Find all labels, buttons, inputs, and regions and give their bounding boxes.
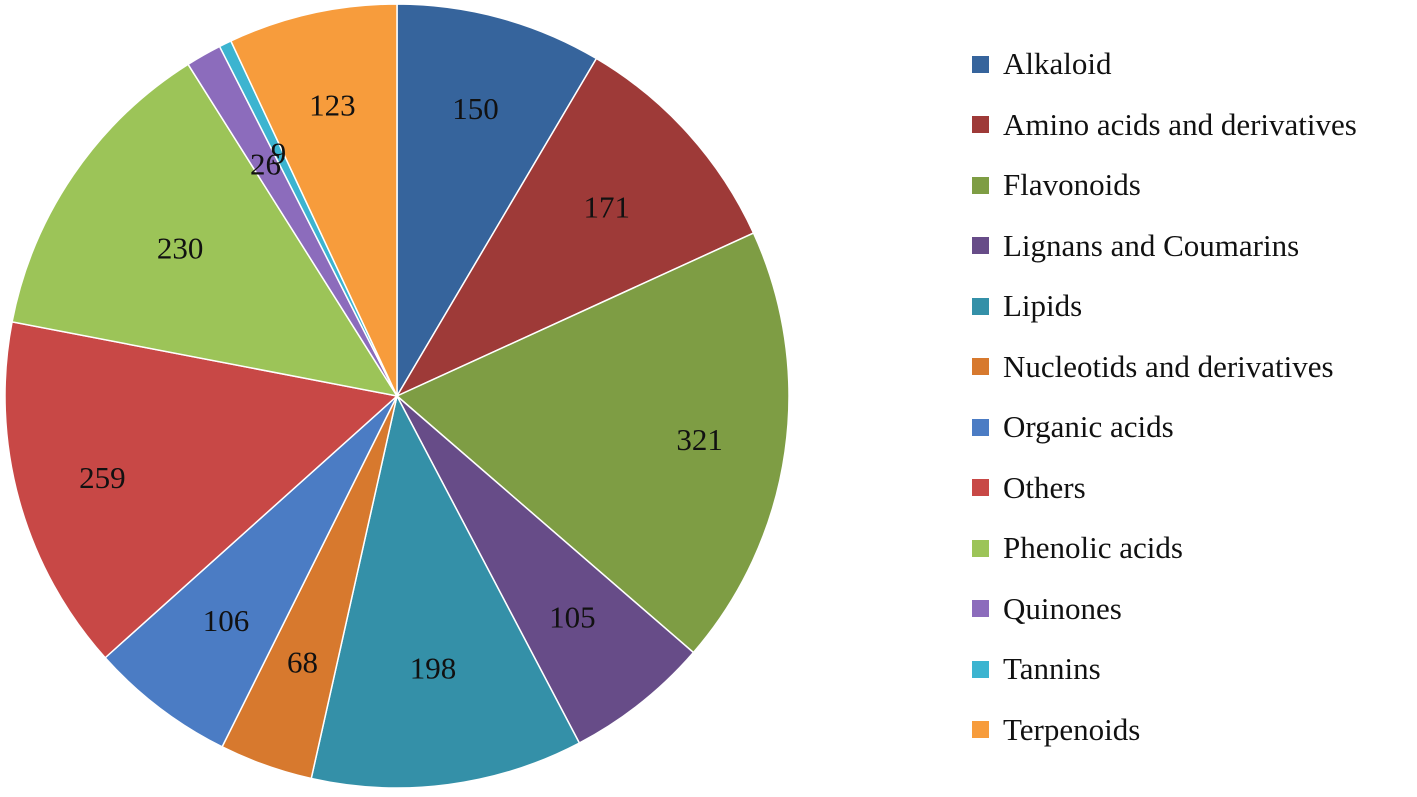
legend-item: Phenolic acids: [972, 518, 1412, 579]
pie-slice-phenolic-acids: [11, 63, 399, 398]
legend-swatch: [972, 479, 989, 497]
legend-swatch: [972, 600, 989, 618]
legend-item: Amino acids and derivatives: [972, 95, 1412, 156]
slice-value-label: 106: [203, 603, 250, 638]
legend-item: Lignans and Coumarins: [972, 216, 1412, 277]
slice-value-label: 230: [157, 230, 204, 265]
pie-slice-amino-acids-and-derivatives: [395, 57, 755, 398]
legend-item: Terpenoids: [972, 700, 1412, 761]
legend-swatch: [972, 358, 989, 376]
legend-swatch: [972, 539, 989, 557]
slice-value-label: 9: [271, 135, 287, 170]
legend-item: Lipids: [972, 276, 1412, 337]
slice-value-label: 105: [549, 600, 596, 635]
legend-swatch: [972, 176, 989, 194]
slice-value-label: 259: [79, 460, 126, 495]
slice-value-label: 321: [676, 422, 723, 457]
legend-item: Organic acids: [972, 397, 1412, 458]
legend-label: Others: [1003, 469, 1086, 505]
slice-value-label: 26: [250, 147, 281, 182]
slice-value-label: 123: [309, 88, 356, 123]
legend-label: Nucleotids and derivatives: [1003, 348, 1334, 384]
pie-labels: 150 171 321 105 198 68 106 259 230 269 123: [79, 88, 723, 686]
pie-chart-svg: 150 171 321 105 198 68 106 259 230 269 123: [4, 3, 790, 789]
slice-value-label: 150: [452, 91, 499, 126]
legend-label: Terpenoids: [1003, 711, 1141, 747]
legend-swatch: [972, 116, 989, 134]
legend-swatch: [972, 721, 989, 739]
legend-label: Alkaloid: [1003, 46, 1112, 82]
legend-swatch: [972, 297, 989, 315]
pie-slice-lignans-and-coumarins: [396, 395, 695, 745]
slice-value-label: 171: [584, 190, 631, 225]
legend-item: Flavonoids: [972, 155, 1412, 216]
legend-item: Nucleotids and derivatives: [972, 337, 1412, 398]
pie-slice-organic-acids: [104, 395, 398, 748]
legend-swatch: [972, 418, 989, 436]
legend-swatch: [972, 55, 989, 73]
legend-label: Quinones: [1003, 590, 1122, 626]
legend-label: Phenolic acids: [1003, 530, 1183, 566]
legend-swatch: [972, 237, 989, 255]
legend-label: Lignans and Coumarins: [1003, 227, 1300, 263]
legend-item: Quinones: [972, 579, 1412, 640]
pie-slices: [4, 3, 790, 789]
legend-item: Alkaloid: [972, 34, 1412, 95]
slice-value-label: 198: [410, 651, 457, 686]
slice-value-label: 68: [287, 644, 318, 679]
legend-label: Amino acids and derivatives: [1003, 106, 1357, 142]
pie-slice-others: [4, 320, 399, 659]
pie-slice-flavonoids: [395, 232, 790, 654]
legend-label: Flavonoids: [1003, 167, 1141, 203]
legend-label: Lipids: [1003, 288, 1083, 324]
pie-slice-terpenoids: [229, 3, 398, 397]
legend-item: Tannins: [972, 639, 1412, 700]
pie-slice-alkaloid: [396, 3, 598, 399]
legend-label: Tannins: [1003, 651, 1101, 687]
pie-slice-lipids: [310, 393, 581, 789]
chart-legend: Alkaloid Amino acids and derivatives Flavo…: [972, 34, 1412, 760]
legend-swatch: [972, 660, 989, 678]
legend-label: Organic acids: [1003, 409, 1174, 445]
legend-item: Others: [972, 458, 1412, 519]
